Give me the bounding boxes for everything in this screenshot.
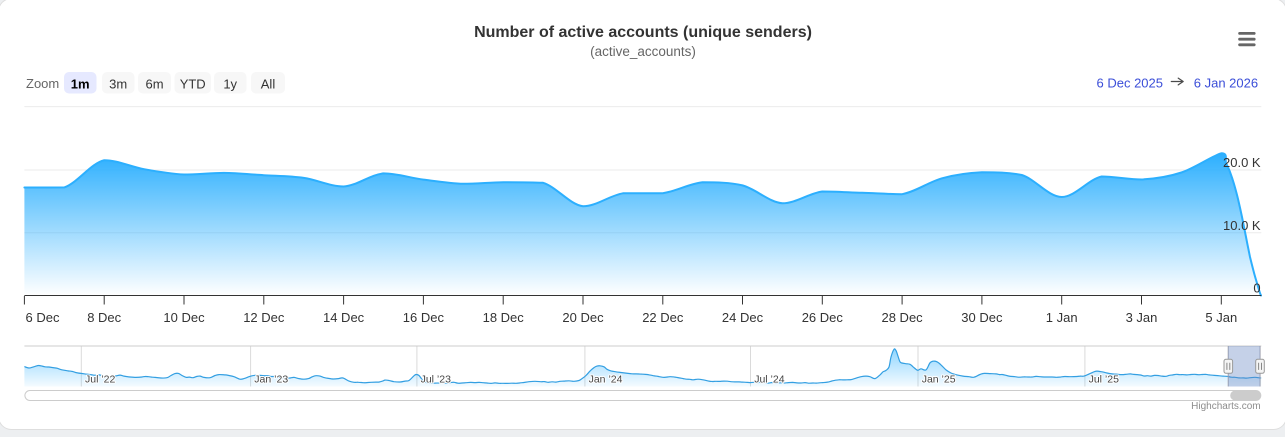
svg-text:6 Jan 2026: 6 Jan 2026: [1194, 75, 1258, 90]
svg-text:26 Dec: 26 Dec: [802, 310, 844, 325]
svg-text:Jul ’25: Jul ’25: [1089, 373, 1120, 385]
svg-text:6 Dec: 6 Dec: [26, 310, 60, 325]
svg-text:8 Dec: 8 Dec: [87, 310, 121, 325]
svg-text:Jan ’24: Jan ’24: [589, 373, 623, 385]
svg-text:1 Jan: 1 Jan: [1046, 310, 1078, 325]
svg-text:Highcharts.com: Highcharts.com: [1191, 401, 1260, 412]
svg-text:Number of active accounts (uni: Number of active accounts (unique sender…: [474, 24, 812, 41]
svg-text:22 Dec: 22 Dec: [642, 310, 684, 325]
svg-text:10.0 K: 10.0 K: [1223, 218, 1261, 233]
svg-text:Jul ’24: Jul ’24: [754, 373, 785, 385]
svg-text:Jul ’22: Jul ’22: [85, 373, 116, 385]
svg-text:14 Dec: 14 Dec: [323, 310, 365, 325]
svg-text:Jan ’25: Jan ’25: [922, 373, 956, 385]
svg-text:10 Dec: 10 Dec: [163, 310, 205, 325]
svg-text:3 Jan: 3 Jan: [1126, 310, 1158, 325]
svg-text:0: 0: [1253, 281, 1260, 296]
svg-text:Zoom: Zoom: [26, 76, 59, 91]
svg-text:5 Jan: 5 Jan: [1205, 310, 1237, 325]
svg-text:30 Dec: 30 Dec: [961, 310, 1003, 325]
svg-text:6m: 6m: [145, 77, 163, 92]
svg-text:All: All: [261, 77, 276, 92]
svg-text:18 Dec: 18 Dec: [483, 310, 525, 325]
svg-text:16 Dec: 16 Dec: [403, 310, 445, 325]
svg-text:28 Dec: 28 Dec: [881, 310, 923, 325]
svg-text:20 Dec: 20 Dec: [562, 310, 604, 325]
svg-text:(active_accounts): (active_accounts): [590, 44, 696, 59]
svg-text:20.0 K: 20.0 K: [1223, 155, 1261, 170]
svg-text:3m: 3m: [109, 77, 127, 92]
svg-text:6 Dec 2025: 6 Dec 2025: [1097, 75, 1164, 90]
svg-text:Jan ’23: Jan ’23: [254, 373, 288, 385]
svg-text:YTD: YTD: [180, 77, 206, 92]
svg-text:12 Dec: 12 Dec: [243, 310, 285, 325]
svg-text:1m: 1m: [71, 77, 90, 92]
svg-text:Jul ’23: Jul ’23: [421, 373, 452, 385]
svg-text:24 Dec: 24 Dec: [722, 310, 764, 325]
svg-text:1y: 1y: [223, 77, 237, 92]
